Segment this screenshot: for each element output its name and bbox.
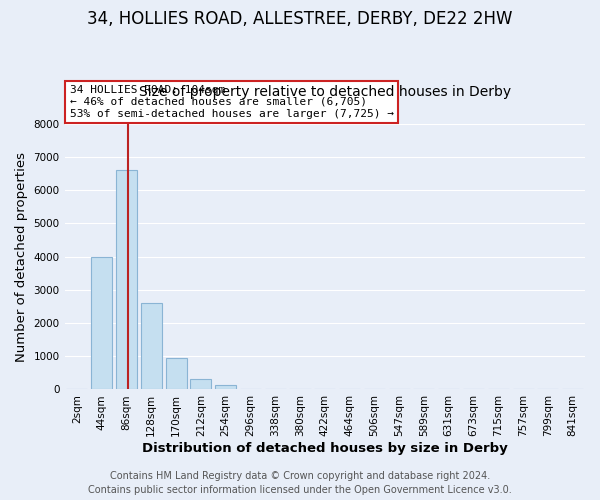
Text: 34, HOLLIES ROAD, ALLESTREE, DERBY, DE22 2HW: 34, HOLLIES ROAD, ALLESTREE, DERBY, DE22… — [87, 10, 513, 28]
Title: Size of property relative to detached houses in Derby: Size of property relative to detached ho… — [139, 85, 511, 99]
Bar — [91, 256, 112, 390]
Bar — [190, 378, 211, 390]
Bar — [215, 385, 236, 390]
Bar — [141, 303, 162, 390]
Text: 34 HOLLIES ROAD: 104sqm
← 46% of detached houses are smaller (6,705)
53% of semi: 34 HOLLIES ROAD: 104sqm ← 46% of detache… — [70, 86, 394, 118]
Bar — [166, 358, 187, 390]
X-axis label: Distribution of detached houses by size in Derby: Distribution of detached houses by size … — [142, 442, 508, 455]
Y-axis label: Number of detached properties: Number of detached properties — [15, 152, 28, 362]
Text: Contains HM Land Registry data © Crown copyright and database right 2024.
Contai: Contains HM Land Registry data © Crown c… — [88, 471, 512, 495]
Bar — [116, 170, 137, 390]
